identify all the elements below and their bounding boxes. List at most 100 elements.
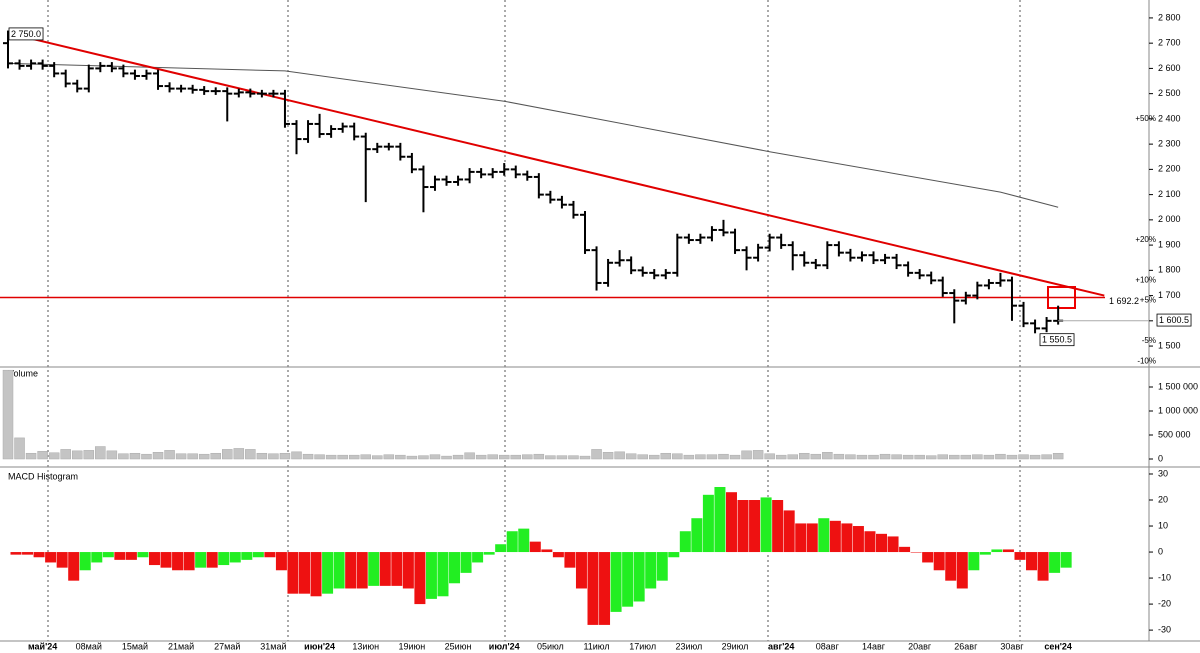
- macd-bar: [287, 552, 299, 594]
- volume-bar: [279, 452, 291, 460]
- volume-bar: [868, 454, 879, 460]
- macd-bar: [737, 500, 749, 553]
- macd-bar: [437, 552, 449, 597]
- macd-bar: [102, 552, 114, 558]
- macd-bar: [679, 531, 691, 553]
- volume-bar: [175, 453, 187, 460]
- x-tick-label: 26авг: [954, 641, 978, 651]
- volume-bar: [498, 454, 510, 460]
- macd-bar: [829, 520, 841, 553]
- volume-bar: [591, 449, 602, 460]
- volume-bar: [1052, 452, 1064, 460]
- volume-bar: [683, 454, 695, 460]
- macd-bar: [275, 552, 287, 571]
- macd-bar: [1060, 552, 1072, 568]
- macd-bar: [506, 531, 518, 553]
- x-tick-label: 21май: [168, 641, 194, 651]
- y-tick-label: 2 800: [1158, 12, 1181, 22]
- volume-bar: [787, 454, 798, 460]
- macd-bar: [79, 552, 91, 571]
- y-tick-label: -30: [1158, 624, 1171, 634]
- volume-bar: [487, 454, 498, 460]
- macd-bar: [449, 552, 461, 584]
- macd-bar: [264, 552, 276, 558]
- macd-bar: [749, 500, 761, 553]
- volume-bar: [764, 453, 775, 460]
- volume-bar: [637, 454, 648, 460]
- volume-bar: [706, 454, 718, 460]
- macd-bar: [322, 552, 334, 594]
- macd-bar: [241, 552, 253, 560]
- volume-bar: [314, 454, 325, 460]
- y-tick-label: 20: [1158, 494, 1168, 504]
- macd-bar: [933, 552, 945, 571]
- volume-bar: [879, 453, 891, 460]
- volume-bar: [718, 453, 729, 460]
- volume-bar: [556, 455, 568, 460]
- volume-bar: [245, 449, 256, 460]
- macd-bar: [33, 552, 45, 558]
- macd-bar: [806, 523, 818, 553]
- volume-bar: [510, 454, 522, 460]
- percent-level-label: -5%: [1142, 336, 1156, 345]
- macd-bar: [125, 552, 137, 560]
- y-tick-label: 0: [1158, 546, 1163, 556]
- volume-bar: [268, 453, 279, 460]
- volume-bar: [614, 451, 625, 460]
- x-tick-label: 14авг: [862, 641, 886, 651]
- y-tick-label: 1 800: [1158, 265, 1181, 275]
- volume-bar: [752, 450, 764, 460]
- volume-bar: [845, 454, 856, 460]
- macd-bar: [1014, 552, 1026, 560]
- volume-bar: [602, 452, 614, 460]
- y-tick-label: 1 500: [1158, 340, 1181, 350]
- macd-bar: [818, 518, 830, 553]
- volume-bar: [660, 452, 672, 460]
- percent-level-label: +50%: [1135, 114, 1156, 123]
- macd-bar: [206, 552, 218, 568]
- volume-bar: [83, 450, 95, 460]
- volume-bar: [891, 454, 902, 460]
- volume-bar: [475, 454, 487, 460]
- macd-bar: [656, 552, 668, 581]
- y-tick-label: -10: [1158, 572, 1171, 582]
- macd-bar: [1049, 552, 1061, 573]
- volume-bar: [106, 450, 118, 460]
- volume-bar: [95, 446, 106, 460]
- volume-bar: [695, 454, 706, 460]
- volume-bar: [902, 454, 914, 460]
- volume-bar: [995, 453, 1006, 460]
- macd-bar: [218, 552, 230, 566]
- volume-bar: [1029, 454, 1041, 460]
- macd-bar: [783, 510, 795, 553]
- volume-bar: [348, 454, 360, 460]
- macd-bar: [183, 552, 195, 571]
- x-tick-label: июн'24: [304, 641, 335, 651]
- volume-bar: [925, 455, 937, 460]
- macd-bar: [45, 552, 57, 563]
- macd-bar: [391, 552, 403, 586]
- volume-bar: [522, 454, 533, 460]
- volume-bar: [1018, 454, 1029, 460]
- macd-bar: [610, 552, 622, 612]
- volume-bar: [441, 455, 452, 460]
- y-tick-label: 1 500 000: [1158, 381, 1198, 391]
- x-tick-label: 25июн: [445, 641, 472, 651]
- x-tick-label: 05июл: [537, 641, 564, 651]
- macd-bar: [160, 552, 172, 568]
- x-tick-label: июл'24: [489, 641, 520, 651]
- volume-bar: [729, 454, 741, 460]
- volume-bar: [141, 453, 152, 460]
- macd-bar: [195, 552, 207, 568]
- volume-bar: [775, 454, 787, 460]
- macd-bar: [402, 552, 414, 589]
- macd-bar: [922, 552, 934, 563]
- macd-bar: [518, 528, 530, 553]
- last-label: 1 600.5: [1159, 315, 1189, 325]
- macd-bar: [552, 552, 564, 558]
- label-box: [1156, 313, 1192, 327]
- y-tick-label: 1 700: [1158, 290, 1181, 300]
- volume-bar: [1041, 454, 1052, 460]
- macd-bar: [645, 552, 657, 589]
- volume-bar: [187, 453, 198, 460]
